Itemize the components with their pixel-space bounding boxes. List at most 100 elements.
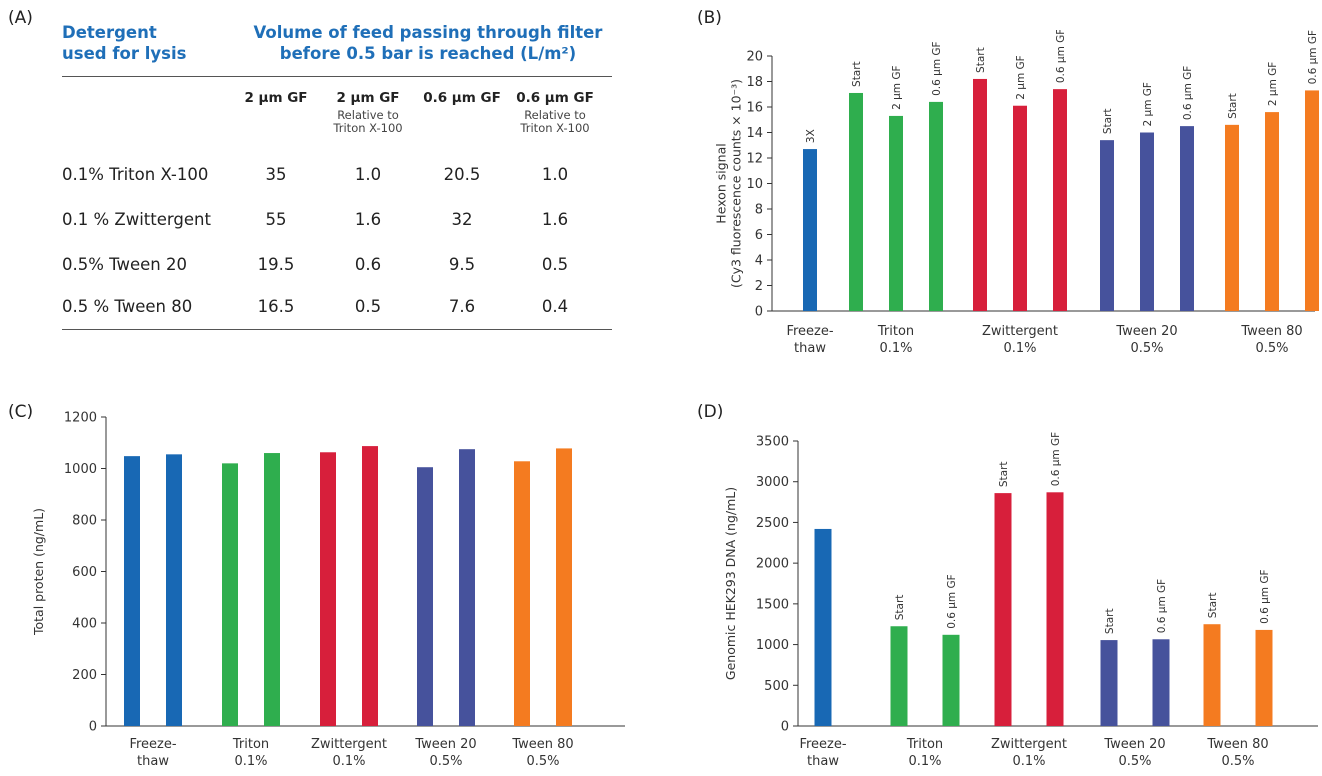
bar [849,92,863,311]
y-tick-label: 1200 [64,411,97,426]
y-axis-label: (Cy3 fluorescence counts × 10⁻³) [729,79,744,288]
table-header-detergent: Detergent used for lysis [62,22,186,64]
bar-label: 0.6 µm GF [1259,569,1271,623]
column-header-sub-line: Relative to [524,108,586,122]
bar-label: 2 µm GF [891,65,903,109]
x-tick-label: 0.1% [1003,341,1036,356]
bar-label: 0.6 µm GF [1182,66,1194,120]
bar-label: Start [1102,108,1114,134]
y-tick-label: 800 [72,514,97,529]
row-value: 0.5 [541,255,569,274]
y-tick-label: 1000 [64,462,97,477]
bar-label: Start [1227,93,1239,119]
x-tick-label: Tween 20 [1115,324,1177,339]
y-tick-label: 3000 [756,475,789,490]
bar [264,453,280,726]
table-header-detergent-line: used for lysis [62,44,187,63]
x-tick-label: Freeze- [799,737,846,752]
bar [889,115,903,311]
table-header-detergent-line: Detergent [62,23,157,42]
y-tick-label: 6 [755,228,763,243]
row-value: 1.6 [541,210,569,229]
y-tick-label: 0 [755,305,763,320]
column-header-sub-line: Relative to [337,108,399,122]
bar [459,449,475,726]
bar [1046,492,1064,726]
bar [556,448,572,726]
x-tick-label: 0.1% [1012,754,1045,769]
bar [1053,89,1067,312]
total-protein-chart: Total proten (ng/mL) 0 200 400 600 800 1000 120… [31,411,625,769]
x-tick-label: 0.5% [526,754,559,769]
y-tick-label: 200 [72,668,97,683]
y-tick-label: 1500 [756,597,789,612]
table-header-volume: Volume of feed passing through filter be… [240,22,616,64]
bar-label: 2 µm GF [1015,55,1027,99]
column-header-sub: Relative to Triton X-100 [318,109,418,135]
row-value: 55 [265,210,287,229]
row-value: 0.4 [541,297,569,316]
row-detergent: 0.5% Tween 20 [62,255,188,274]
y-tick-label: 20 [746,50,763,65]
y-tick-label: 0 [781,720,789,735]
y-tick-label: 1000 [756,638,789,653]
x-tick-label: 0.5% [1255,341,1288,356]
bar [1013,105,1027,311]
column-header-sub: Relative to Triton X-100 [505,109,605,135]
bar [994,493,1012,726]
x-tick-label: Zwittergent [991,737,1067,752]
bar [1203,624,1221,726]
y-axis-label: Genomic HEK293 DNA (ng/mL) [723,487,738,680]
y-tick-label: 12 [746,152,763,167]
x-tick-label: Zwittergent [311,737,387,752]
bar [890,626,908,726]
x-tick-label: Freeze- [786,324,833,339]
bar [166,454,182,726]
row-value: 19.5 [257,255,295,274]
column-header-main: 2 µm GF [244,90,308,106]
x-tick-label: Tween 80 [1206,737,1268,752]
bar [929,101,943,312]
genomic-dna-chart: Genomic HEK293 DNA (ng/mL) 0 500 1000 1500 20… [723,432,1318,769]
row-detergent: 0.5 % Tween 80 [62,297,193,316]
x-tick-label: 0.5% [1221,754,1254,769]
column-header-main: 0.6 µm GF [423,90,501,106]
y-tick-label: 8 [755,203,763,218]
x-tick-label: Tween 80 [511,737,573,752]
row-value: 20.5 [443,165,481,184]
x-tick-label: 0.5% [1118,754,1151,769]
x-tick-label: thaw [807,754,839,769]
y-tick-label: 600 [72,565,97,580]
y-tick-label: 18 [746,75,763,90]
bar-label: 3X [805,129,817,143]
bar-label: Start [1207,593,1219,619]
y-tick-label: 3500 [756,435,789,450]
y-axis-label: Total proten (ng/mL) [31,508,46,636]
row-value: 1.0 [354,165,382,184]
column-header-main: 0.6 µm GF [516,90,594,106]
bar [973,78,987,311]
bar-label: 0.6 µm GF [1156,579,1168,633]
x-tick-label: Triton [232,737,269,752]
y-tick-label: 14 [746,126,763,141]
bar-label: Start [894,595,906,621]
table-rule-top [62,76,612,77]
bar [1305,90,1319,311]
x-tick-label: Triton [906,737,943,752]
x-tick-label: thaw [794,341,826,356]
bar [1255,629,1273,726]
y-axis-label: Hexon signal [714,143,729,223]
bar [1100,140,1114,311]
y-tick-label: 4 [755,254,763,269]
bar [1140,132,1154,311]
y-tick-label: 16 [746,101,763,116]
bar [320,452,336,726]
bar-label: 0.6 µm GF [931,41,943,95]
row-value: 7.6 [448,297,476,316]
y-tick-label: 2000 [756,557,789,572]
bar [417,467,433,726]
row-value: 9.5 [448,255,476,274]
table-header-volume-line: before 0.5 bar is reached (L/m²) [279,44,577,63]
x-tick-label: Triton [877,324,914,339]
bar [124,456,140,726]
